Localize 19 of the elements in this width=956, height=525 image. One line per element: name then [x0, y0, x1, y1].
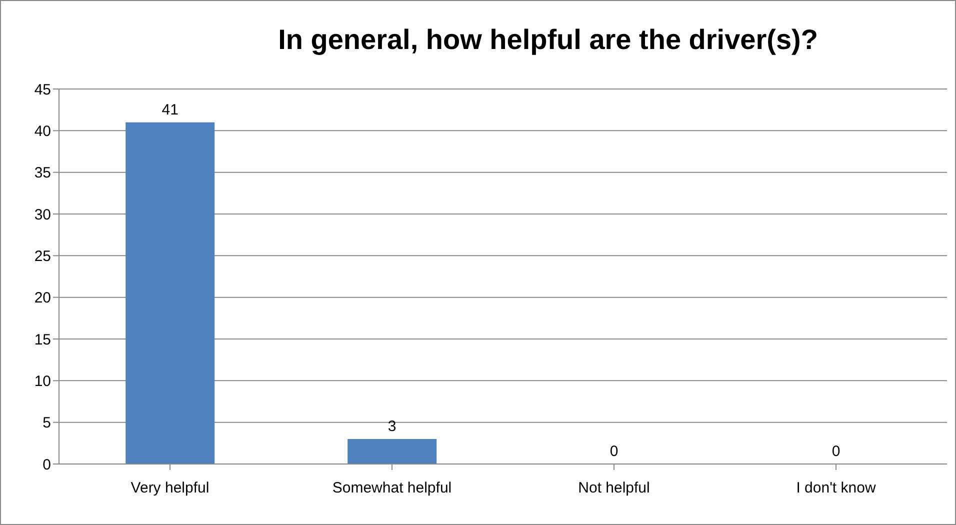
x-tick-label: Somewhat helpful — [332, 480, 452, 497]
y-tick-label: 25 — [34, 248, 51, 265]
data-label: 41 — [162, 101, 178, 118]
y-tick-label: 20 — [34, 290, 51, 307]
data-label: 0 — [610, 443, 618, 460]
x-tick-label: Very helpful — [130, 480, 210, 497]
y-tick-label: 15 — [34, 331, 51, 348]
y-tick-label: 5 — [42, 414, 51, 432]
y-tick-label: 30 — [34, 206, 51, 224]
y-tick-label: 0 — [42, 456, 51, 474]
chart-title: In general, how helpful are the driver(s)? — [277, 23, 819, 57]
y-tick-label: 10 — [34, 372, 51, 390]
y-tick-label: 35 — [34, 164, 51, 182]
x-tick-label: I don't know — [796, 480, 876, 497]
data-label: 3 — [388, 418, 396, 435]
y-tick-label: 45 — [34, 81, 51, 98]
data-label: 0 — [832, 443, 840, 460]
x-tick-label: Not helpful — [578, 480, 650, 497]
y-tick-label: 40 — [34, 122, 51, 140]
